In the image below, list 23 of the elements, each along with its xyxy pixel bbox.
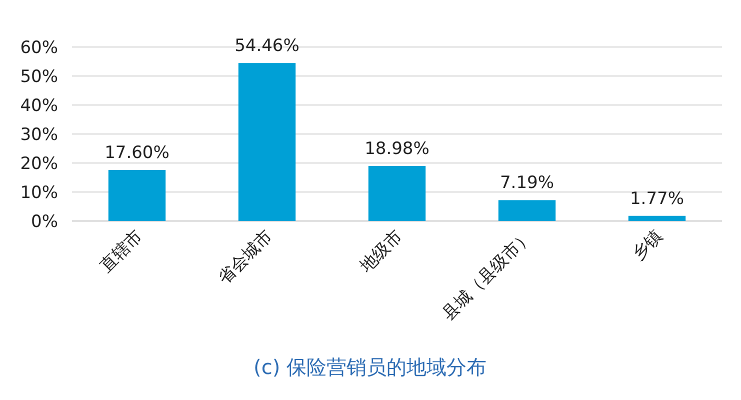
y-tick-label: 20% — [20, 154, 58, 174]
x-tick-label: 直辖市 — [96, 226, 147, 277]
y-tick-label: 60% — [20, 38, 58, 58]
bar — [498, 200, 556, 221]
bar — [108, 170, 166, 221]
x-tick-label: 省会城市 — [214, 226, 277, 289]
y-tick-label: 30% — [20, 125, 58, 145]
x-tick-label: 乡镇 — [628, 226, 667, 265]
data-label: 7.19% — [500, 173, 554, 194]
data-label: 17.60% — [104, 142, 170, 163]
y-tick-label: 50% — [20, 67, 58, 87]
y-tick-label: 40% — [20, 96, 58, 116]
y-tick-label: 10% — [20, 183, 58, 203]
bar — [238, 63, 296, 221]
x-tick-label: 地级市 — [356, 226, 407, 278]
bar — [368, 166, 426, 221]
text: (c) 保险营销员的地域分布 — [254, 355, 486, 379]
data-label: 54.46% — [234, 36, 300, 56]
bar — [628, 216, 686, 221]
data-label: 1.77% — [630, 188, 684, 209]
y-tick-label: 0% — [31, 212, 58, 232]
x-tick-label: 县城（县级市） — [438, 226, 537, 325]
data-label: 18.98% — [364, 138, 430, 159]
